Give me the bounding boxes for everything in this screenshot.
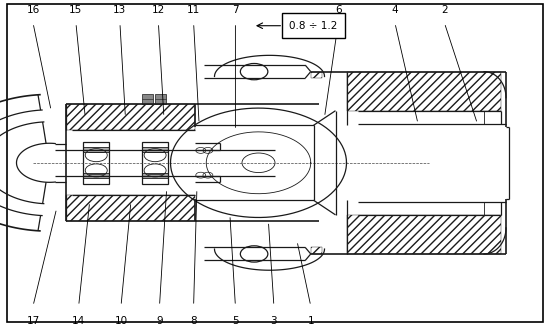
Bar	[311, 247, 322, 254]
Bar	[142, 174, 168, 178]
Text: 5: 5	[232, 316, 239, 326]
Bar	[311, 72, 322, 78]
Text: 3: 3	[271, 316, 277, 326]
Bar	[142, 94, 153, 104]
Text: 0.8 ÷ 1.2: 0.8 ÷ 1.2	[289, 21, 338, 31]
Text: 2: 2	[441, 5, 448, 15]
Bar	[142, 147, 168, 152]
Bar	[66, 104, 195, 130]
Text: 13: 13	[113, 5, 127, 15]
Text: 15: 15	[69, 5, 82, 15]
Bar	[346, 215, 500, 254]
Bar	[346, 72, 500, 111]
Bar	[83, 142, 109, 184]
Text: 9: 9	[156, 316, 163, 326]
Text: 7: 7	[232, 5, 239, 15]
FancyBboxPatch shape	[282, 13, 345, 38]
Text: 8: 8	[190, 316, 197, 326]
Text: 14: 14	[72, 316, 85, 326]
Bar	[155, 94, 166, 104]
Text: 1: 1	[307, 316, 314, 326]
Bar	[83, 174, 109, 178]
Text: 10: 10	[114, 316, 128, 326]
Text: 12: 12	[152, 5, 165, 15]
Bar	[83, 147, 109, 152]
Bar	[142, 142, 168, 184]
Text: 16: 16	[26, 5, 40, 15]
Text: 11: 11	[187, 5, 200, 15]
Bar	[66, 195, 195, 221]
Text: 17: 17	[26, 316, 40, 326]
Text: 4: 4	[392, 5, 398, 15]
Text: 6: 6	[335, 5, 342, 15]
